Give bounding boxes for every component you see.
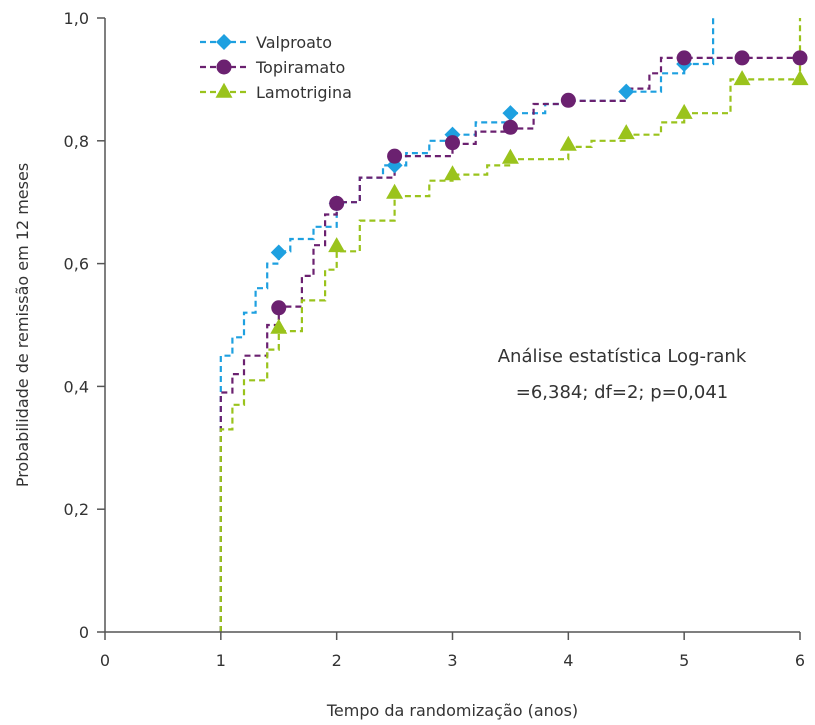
data-point-valproato (502, 105, 519, 122)
marker-layer (270, 50, 809, 334)
x-tick-label: 4 (563, 651, 573, 670)
data-point-valproato (618, 83, 635, 100)
data-point-lamotrigina (733, 70, 751, 86)
y-tick-label: 0,4 (64, 377, 89, 396)
y-tick-label: 1,0 (64, 9, 89, 28)
x-tick-label: 6 (795, 651, 805, 670)
series-line-valproato (219, 18, 715, 632)
axes-layer (97, 17, 801, 640)
legend-marker-topiramato (216, 59, 232, 75)
legend-label-topiramato: Topiramato (255, 58, 345, 77)
data-point-topiramato (734, 50, 750, 66)
x-tick-label: 3 (447, 651, 457, 670)
series-line-lamotrigina (219, 18, 802, 632)
annotation-line-1: Análise estatística Log-rank (498, 346, 747, 367)
data-point-lamotrigina (386, 183, 404, 199)
x-tick-label: 2 (332, 651, 342, 670)
data-point-topiramato (676, 50, 692, 66)
y-tick-label: 0,6 (64, 255, 89, 274)
data-point-topiramato (502, 119, 518, 135)
data-point-lamotrigina (328, 237, 346, 253)
data-point-topiramato (560, 92, 576, 108)
data-point-valproato (270, 244, 287, 261)
data-point-lamotrigina (791, 70, 809, 86)
y-tick-label: 0,2 (64, 500, 89, 519)
labels-layer: 0 1 2 3 4 5 6 0 0,2 0,4 0,6 0,8 1,0 Tempo da randomiz… (13, 9, 805, 720)
legend-marker-valproato (216, 34, 232, 50)
x-axis-title: Tempo da randomização (anos) (326, 701, 578, 720)
data-point-lamotrigina (559, 135, 577, 151)
y-tick-label: 0 (79, 623, 89, 642)
y-tick-label: 0,8 (64, 132, 89, 151)
data-point-topiramato (329, 195, 345, 211)
data-point-lamotrigina (617, 124, 635, 140)
legend-label-valproato: Valproato (256, 33, 332, 52)
data-point-lamotrigina (270, 318, 288, 334)
y-axis-title: Probabilidade de remissão em 12 meses (13, 163, 32, 487)
legend-marker-lamotrigina (215, 82, 233, 98)
x-tick-label: 1 (216, 651, 226, 670)
series-line-topiramato (219, 56, 800, 632)
legend: Valproato Topiramato Lamotrigina (200, 33, 352, 102)
data-point-lamotrigina (675, 103, 693, 119)
x-tick-label: 5 (679, 651, 689, 670)
x-tick-label: 0 (100, 651, 110, 670)
data-point-topiramato (445, 135, 460, 151)
annotation-line-2: =6,384; df=2; p=0,041 (516, 382, 729, 403)
data-point-topiramato (271, 300, 287, 316)
data-point-topiramato (387, 148, 403, 164)
legend-label-lamotrigina: Lamotrigina (256, 83, 352, 102)
data-point-lamotrigina (444, 165, 461, 181)
data-point-lamotrigina (501, 148, 519, 164)
data-point-topiramato (792, 50, 808, 66)
